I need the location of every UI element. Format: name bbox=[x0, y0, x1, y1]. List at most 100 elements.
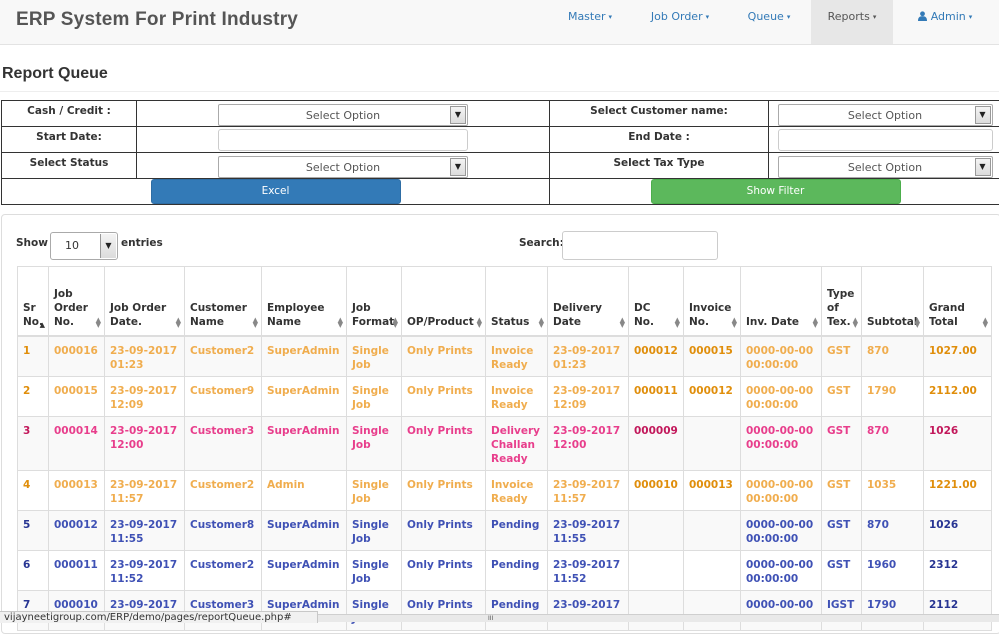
customer-select[interactable]: Select Option ▼ bbox=[778, 104, 993, 126]
column-header[interactable]: Job Order No.▲▼ bbox=[49, 267, 105, 336]
table-cell: Single Job bbox=[347, 550, 402, 590]
chevron-down-icon: ▼ bbox=[975, 106, 991, 124]
table-cell: 1026 bbox=[924, 416, 992, 470]
table-cell bbox=[684, 510, 741, 550]
table-cell: 0000-00-00 00:00:00 bbox=[741, 416, 822, 470]
column-header[interactable]: Subtotal▲▼ bbox=[862, 267, 924, 336]
status-cell: Select Option ▼ bbox=[137, 153, 550, 179]
column-header-label: Grand Total bbox=[929, 302, 965, 328]
column-header[interactable]: OP/Product▲▼ bbox=[402, 267, 486, 336]
table-cell: 000013 bbox=[49, 470, 105, 510]
start-date-input[interactable] bbox=[218, 129, 468, 151]
table-cell: Single Job bbox=[347, 336, 402, 377]
table-cell: 1027.00 bbox=[924, 336, 992, 377]
sort-icon: ▲▼ bbox=[338, 318, 343, 328]
caret-down-icon: ▾ bbox=[609, 13, 613, 21]
table-cell: 23-09-2017 12:00 bbox=[105, 416, 185, 470]
table-cell: 1790 bbox=[862, 590, 924, 630]
table-cell: SuperAdmin bbox=[262, 336, 347, 377]
app-title[interactable]: ERP System For Print Industry bbox=[16, 9, 298, 31]
caret-down-icon: ▾ bbox=[969, 13, 973, 21]
sort-icon: ▲▼ bbox=[732, 318, 737, 328]
column-header-label: Subtotal bbox=[867, 316, 918, 328]
table-cell: 000013 bbox=[684, 470, 741, 510]
table-cell: 5 bbox=[18, 510, 49, 550]
table-cell: Delivery Challan Ready bbox=[486, 416, 548, 470]
column-header[interactable]: DC No.▲▼ bbox=[629, 267, 684, 336]
entries-length-select[interactable]: 10 ▼ bbox=[50, 232, 118, 260]
show-filter-button[interactable]: Show Filter bbox=[651, 179, 901, 204]
table-cell: Only Prints bbox=[402, 510, 486, 550]
table-cell: GST bbox=[822, 470, 862, 510]
nav-job-order[interactable]: Job Order▾ bbox=[636, 0, 724, 44]
search-label: Search: bbox=[519, 237, 564, 249]
column-header[interactable]: Invoice No.▲▼ bbox=[684, 267, 741, 336]
nav-admin[interactable]: Admin▾ bbox=[903, 0, 987, 44]
start-date-cell bbox=[137, 127, 550, 153]
column-header-label: Inv. Date bbox=[746, 316, 799, 328]
nav-master[interactable]: Master▾ bbox=[555, 0, 625, 44]
column-header[interactable]: Employee Name▲▼ bbox=[262, 267, 347, 336]
caret-down-icon: ▾ bbox=[873, 13, 877, 21]
sort-icon: ▲▼ bbox=[915, 318, 920, 328]
end-date-input[interactable] bbox=[778, 129, 993, 151]
table-cell: 2112 bbox=[924, 590, 992, 630]
customer-cell: Select Option ▼ bbox=[769, 101, 999, 127]
column-header[interactable]: Status▲▼ bbox=[486, 267, 548, 336]
table-cell: 000010 bbox=[629, 470, 684, 510]
nav-admin-label: Admin bbox=[931, 10, 966, 23]
table-cell: GST bbox=[822, 376, 862, 416]
table-cell: 3 bbox=[18, 416, 49, 470]
table-header-row: Sr No.▲Job Order No.▲▼Job Order Date.▲▼C… bbox=[18, 267, 992, 336]
report-table: Sr No.▲Job Order No.▲▼Job Order Date.▲▼C… bbox=[17, 266, 992, 631]
column-header[interactable]: Job Format▲▼ bbox=[347, 267, 402, 336]
table-cell: 7 bbox=[18, 590, 49, 630]
column-header[interactable]: Sr No.▲ bbox=[18, 267, 49, 336]
table-cell: Customer3 bbox=[185, 416, 262, 470]
tax-type-select[interactable]: Select Option ▼ bbox=[778, 156, 993, 178]
horizontal-scrollbar[interactable]: III bbox=[318, 614, 999, 622]
nav-master-label: Master bbox=[568, 10, 606, 23]
column-header[interactable]: Type of Tex.▲▼ bbox=[822, 267, 862, 336]
nav-reports[interactable]: Reports▾ bbox=[811, 0, 893, 44]
table-cell: 2 bbox=[18, 376, 49, 416]
customer-label: Select Customer name: bbox=[550, 101, 769, 127]
cash-credit-select[interactable]: Select Option ▼ bbox=[218, 104, 468, 126]
tax-type-select-value: Select Option bbox=[848, 161, 922, 174]
chevron-down-icon: ▼ bbox=[450, 106, 466, 124]
table-cell: 0000-00-00 00:00:00 bbox=[741, 590, 822, 630]
table-cell: SuperAdmin bbox=[262, 376, 347, 416]
nav-queue[interactable]: Queue▾ bbox=[734, 0, 804, 44]
entries-label: entries bbox=[121, 237, 163, 249]
column-header-label: Job Order Date. bbox=[110, 302, 166, 328]
table-cell: GST bbox=[822, 416, 862, 470]
column-header[interactable]: Inv. Date▲▼ bbox=[741, 267, 822, 336]
customer-select-value: Select Option bbox=[848, 109, 922, 122]
table-cell: Pending bbox=[486, 550, 548, 590]
table-cell: 1026 bbox=[924, 510, 992, 550]
sort-asc-icon: ▲ bbox=[40, 323, 45, 328]
table-cell: 1035 bbox=[862, 470, 924, 510]
status-select[interactable]: Select Option ▼ bbox=[218, 156, 468, 178]
table-cell: 870 bbox=[862, 416, 924, 470]
table-cell: 23-09-2017 11:57 bbox=[548, 470, 629, 510]
table-cell: GST bbox=[822, 336, 862, 377]
sort-icon: ▲▼ bbox=[675, 318, 680, 328]
search-input[interactable] bbox=[562, 231, 718, 260]
column-header[interactable]: Grand Total▲▼ bbox=[924, 267, 992, 336]
table-cell: 0000-00-00 00:00:00 bbox=[741, 336, 822, 377]
column-header[interactable]: Delivery Date▲▼ bbox=[548, 267, 629, 336]
table-cell: 23-09-2017 12:09 bbox=[105, 376, 185, 416]
table-cell: Invoice Ready bbox=[486, 470, 548, 510]
column-header[interactable]: Customer Name▲▼ bbox=[185, 267, 262, 336]
column-header[interactable]: Job Order Date.▲▼ bbox=[105, 267, 185, 336]
table-cell: 0000-00-00 00:00:00 bbox=[741, 510, 822, 550]
table-cell: 000012 bbox=[684, 376, 741, 416]
table-cell: Pending bbox=[486, 510, 548, 550]
column-header-label: Delivery Date bbox=[553, 302, 602, 328]
excel-button[interactable]: Excel bbox=[151, 179, 401, 204]
table-cell: 000012 bbox=[629, 336, 684, 377]
